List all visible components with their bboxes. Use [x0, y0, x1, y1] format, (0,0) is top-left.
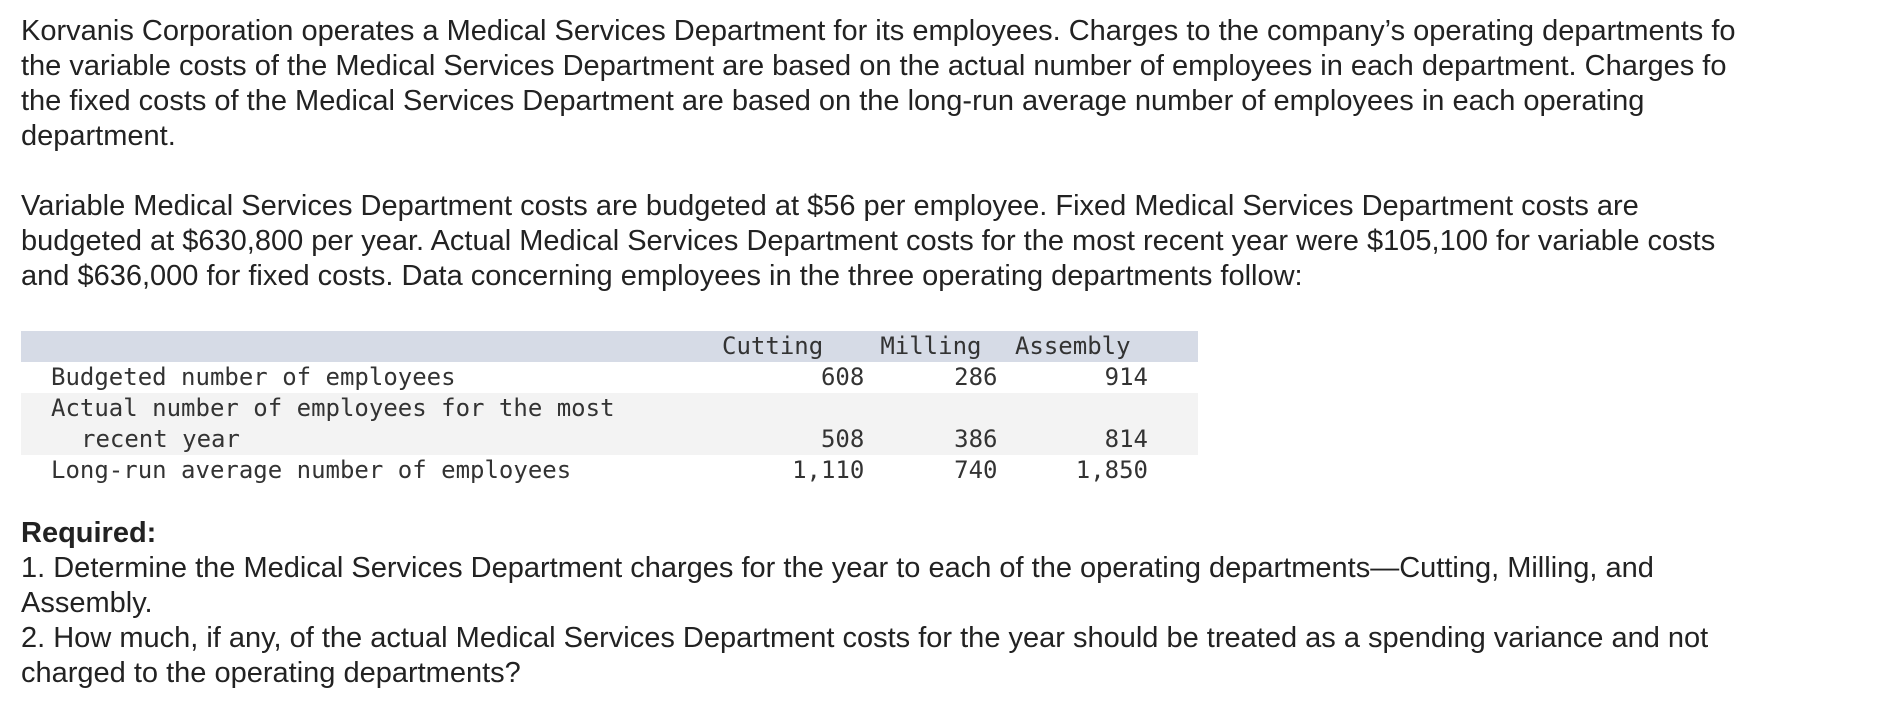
table-row: Long-run average number of employees 1,1… — [21, 455, 1198, 486]
row-label: recent year — [81, 425, 240, 453]
text-line: and $636,000 for fixed costs. Data conce… — [21, 260, 1303, 292]
cell-assembly: 1,850 — [1075, 456, 1148, 484]
row-label: Long-run average number of employees — [51, 456, 572, 484]
table-row: recent year 508 386 814 — [21, 424, 1198, 455]
cell-milling: 286 — [954, 363, 998, 391]
column-header-assembly: Assembly — [1014, 332, 1131, 360]
row-label: Budgeted number of employees — [51, 363, 456, 391]
cell-cutting: 608 — [820, 363, 865, 391]
cell-cutting — [626, 393, 864, 424]
text-line: charged to the operating departments? — [21, 657, 521, 689]
cell-milling — [864, 393, 997, 424]
text-line: Variable Medical Services Department cos… — [21, 190, 1639, 222]
table-header-row: Cutting Milling Assembly — [21, 331, 1198, 362]
cell-assembly — [998, 393, 1199, 424]
text-line: budgeted at $630,800 per year. Actual Me… — [21, 225, 1716, 257]
text-line: the fixed costs of the Medical Services … — [21, 85, 1645, 117]
cell-assembly: 914 — [1104, 363, 1148, 391]
text-line: 2. How much, if any, of the actual Medic… — [21, 622, 1709, 654]
table-row: Budgeted number of employees 608 286 914 — [21, 362, 1198, 393]
intro-paragraph-2: Variable Medical Services Department cos… — [21, 189, 1715, 294]
cell-assembly: 814 — [1104, 425, 1148, 453]
header-blank-cell — [21, 331, 626, 362]
intro-paragraph-1: Korvanis Corporation operates a Medical … — [21, 14, 1736, 154]
required-item-2: 2. How much, if any, of the actual Medic… — [21, 621, 1708, 691]
cell-milling: 386 — [954, 425, 998, 453]
cell-cutting: 1,110 — [792, 456, 865, 484]
text-line: department. — [21, 120, 176, 152]
column-header-milling: Milling — [880, 332, 982, 360]
column-header-cutting: Cutting — [722, 332, 824, 360]
required-heading: Required: — [21, 517, 157, 549]
row-label: Actual number of employees for the most — [51, 394, 615, 422]
text-line: Assembly. — [21, 587, 153, 619]
text-line: 1. Determine the Medical Services Depart… — [21, 552, 1654, 584]
cell-cutting: 508 — [820, 425, 865, 453]
required-item-1: 1. Determine the Medical Services Depart… — [21, 551, 1654, 621]
employee-data-table: Cutting Milling Assembly Budgeted number… — [21, 331, 1198, 486]
text-line: Korvanis Corporation operates a Medical … — [21, 15, 1736, 47]
text-line: the variable costs of the Medical Servic… — [21, 50, 1727, 82]
table-row: Actual number of employees for the most — [21, 393, 1198, 424]
cell-milling: 740 — [954, 456, 998, 484]
